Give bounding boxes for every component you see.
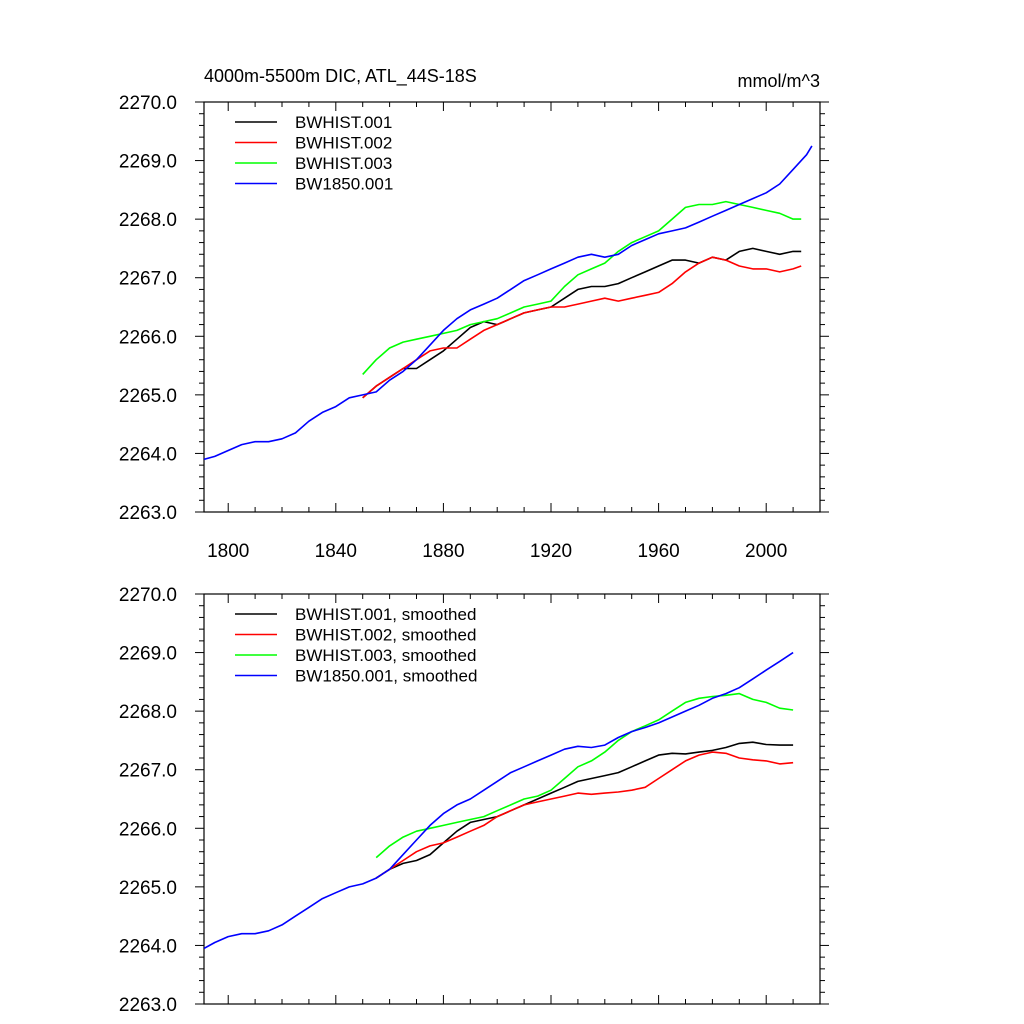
y-tick-label: 2263.0 xyxy=(119,503,177,524)
x-tick-label: 1880 xyxy=(422,541,464,562)
legend: BWHIST.001, smoothed BWHIST.002, smoothed… xyxy=(235,605,477,686)
x-tick-label: 2000 xyxy=(745,541,787,562)
series-line-bwhist-002 xyxy=(362,256,802,399)
legend-label: BWHIST.002, smoothed xyxy=(295,626,476,645)
legend-label: BWHIST.001, smoothed xyxy=(295,605,476,624)
series-group xyxy=(204,145,813,461)
series-line-bwhist-003-smoothed xyxy=(375,692,794,859)
x-tick-label: 1800 xyxy=(207,541,249,562)
units-label: mmol/m^3 xyxy=(738,71,820,91)
panel-smoothed: 2263.0 2264.0 2265.0 2266.0 2267.0 2268.0 2269… xyxy=(119,585,829,1016)
legend-label: BWHIST.003 xyxy=(295,154,392,173)
plot-frame xyxy=(203,593,821,1005)
legend-label: BWHIST.003, smoothed xyxy=(295,646,476,665)
legend-label: BW1850.001 xyxy=(295,175,393,194)
legend-label: BWHIST.001 xyxy=(295,113,392,132)
y-tick-label: 2268.0 xyxy=(119,702,177,723)
y-tick-label: 2263.0 xyxy=(119,995,177,1016)
y-tick-label: 2270.0 xyxy=(119,585,177,606)
y-tick-label: 2267.0 xyxy=(119,269,177,290)
x-tick-label: 1840 xyxy=(315,541,357,562)
x-tick-label: 1920 xyxy=(530,541,572,562)
chart-title: 4000m-5500m DIC, ATL_44S-18S xyxy=(204,66,477,87)
series-line-bw1850-001 xyxy=(204,145,813,461)
y-tick-label: 2264.0 xyxy=(119,444,177,465)
legend-label: BWHIST.002 xyxy=(295,134,392,153)
y-tick-label: 2268.0 xyxy=(119,210,177,231)
plot-frame xyxy=(203,101,821,513)
y-tick-label: 2266.0 xyxy=(119,327,177,348)
series-line-bwhist-001-smoothed xyxy=(375,741,794,879)
series-line-bwhist-001 xyxy=(362,247,802,399)
y-tick-label: 2270.0 xyxy=(119,93,177,114)
series-group xyxy=(204,651,794,950)
y-tick-label: 2269.0 xyxy=(119,152,177,173)
y-tick-label: 2266.0 xyxy=(119,819,177,840)
series-line-bwhist-002-smoothed xyxy=(375,751,794,879)
y-tick-label: 2264.0 xyxy=(119,936,177,957)
y-tick-label: 2269.0 xyxy=(119,644,177,665)
x-tick-label: 1960 xyxy=(637,541,679,562)
legend-label: BW1850.001, smoothed xyxy=(295,667,477,686)
series-line-bw1850-001-smoothed xyxy=(204,651,794,950)
series-line-bwhist-003 xyxy=(362,200,802,375)
y-tick-label: 2267.0 xyxy=(119,761,177,782)
panel-raw: 2263.0 2264.0 2265.0 2266.0 2267.0 2268.0 2269… xyxy=(119,93,829,562)
y-tick-label: 2265.0 xyxy=(119,386,177,407)
y-tick-label: 2265.0 xyxy=(119,878,177,899)
